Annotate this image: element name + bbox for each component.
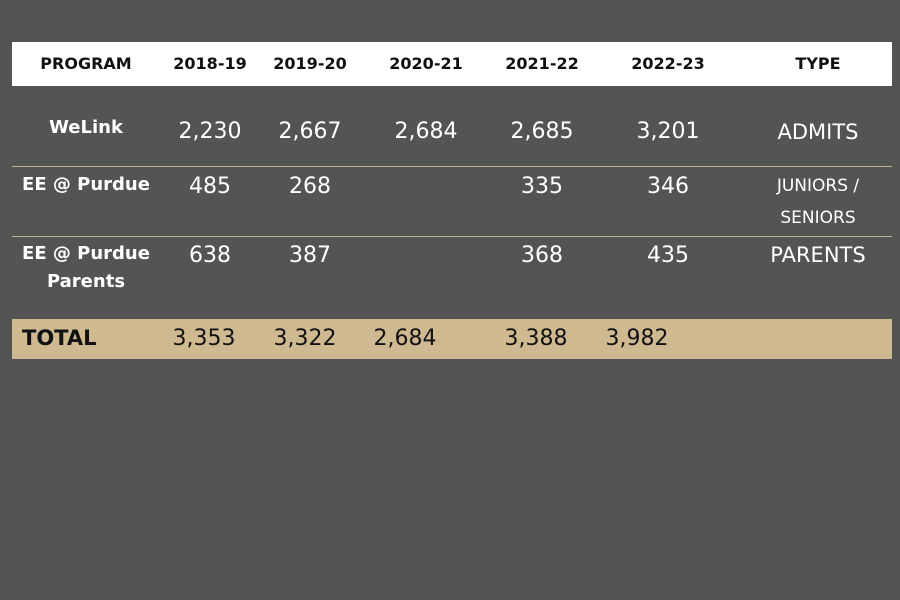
value-2022-23: 435 bbox=[647, 243, 689, 268]
col-header-2020-21: 2020-21 bbox=[389, 54, 463, 73]
value-2021-22: 2,685 bbox=[510, 119, 574, 144]
total-2018-19: 3,353 bbox=[172, 326, 236, 351]
table-total-row: TOTAL 3,353 3,322 2,684 3,388 3,982 bbox=[12, 319, 892, 359]
total-2022-23: 3,982 bbox=[605, 326, 669, 351]
value-2021-22: 368 bbox=[521, 243, 563, 268]
total-label: TOTAL bbox=[22, 326, 97, 350]
total-2019-20: 3,322 bbox=[273, 326, 337, 351]
col-header-program: PROGRAM bbox=[40, 54, 132, 73]
value-2022-23: 346 bbox=[647, 174, 689, 199]
type-label-line-2: SENIORS bbox=[780, 208, 856, 228]
program-name: WeLink bbox=[49, 117, 123, 138]
data-table: PROGRAM 2018-19 2019-20 2020-21 2021-22 … bbox=[12, 42, 892, 359]
value-2019-20: 387 bbox=[289, 243, 331, 268]
program-name-line-2: Parents bbox=[46, 271, 126, 292]
col-header-type: TYPE bbox=[795, 54, 841, 73]
col-header-2021-22: 2021-22 bbox=[505, 54, 579, 73]
value-2018-19: 485 bbox=[189, 174, 231, 199]
type-label: PARENTS bbox=[770, 243, 866, 267]
table-row-ee-purdue: EE @ Purdue 485 268 335 346 JUNIORS / SE… bbox=[12, 166, 892, 236]
value-2019-20: 268 bbox=[289, 174, 331, 199]
type-label-line-1: JUNIORS / bbox=[776, 176, 860, 196]
table-row-ee-purdue-parents: EE @ Purdue Parents 638 387 368 435 PARE… bbox=[12, 236, 892, 308]
value-2022-23: 3,201 bbox=[636, 119, 700, 144]
col-header-2022-23: 2022-23 bbox=[631, 54, 705, 73]
table-row-welink: WeLink 2,230 2,667 2,684 2,685 3,201 ADM… bbox=[12, 86, 892, 166]
value-2020-21: 2,684 bbox=[394, 119, 458, 144]
type-label: ADMITS bbox=[777, 120, 859, 144]
table-header-row: PROGRAM 2018-19 2019-20 2020-21 2021-22 … bbox=[12, 42, 892, 86]
program-name-line-1: EE @ Purdue bbox=[22, 243, 150, 264]
col-header-2019-20: 2019-20 bbox=[273, 54, 347, 73]
program-name: EE @ Purdue bbox=[22, 174, 150, 195]
total-2020-21: 2,684 bbox=[373, 326, 437, 351]
value-2018-19: 2,230 bbox=[178, 119, 242, 144]
value-2018-19: 638 bbox=[189, 243, 231, 268]
value-2019-20: 2,667 bbox=[278, 119, 342, 144]
value-2021-22: 335 bbox=[521, 174, 563, 199]
col-header-2018-19: 2018-19 bbox=[173, 54, 247, 73]
total-2021-22: 3,388 bbox=[504, 326, 568, 351]
